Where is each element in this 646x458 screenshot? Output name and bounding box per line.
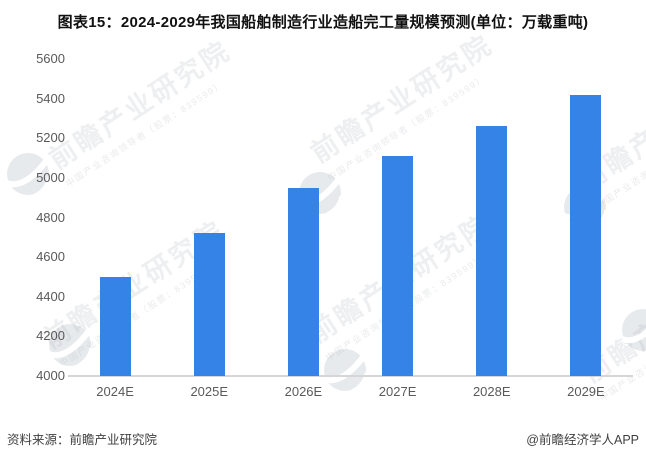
x-axis-tick-label: 2024E (96, 384, 134, 399)
y-axis-tick-label: 5600 (36, 51, 65, 66)
y-axis-tick-label: 4000 (36, 368, 65, 383)
bar-2027E (382, 156, 414, 376)
y-axis-tick-label: 4800 (36, 209, 65, 225)
y-axis-tick-label: 4600 (36, 249, 65, 265)
chart-title: 图表15：2024-2029年我国船舶制造行业造船完工量规模预测(单位：万载重吨… (57, 14, 589, 31)
y-axis-tick-label: 4400 (36, 288, 65, 304)
bar-2026E (287, 187, 319, 376)
x-axis-tick-label: 2027E (378, 384, 417, 399)
x-axis-tick-label: 2025E (190, 384, 229, 399)
x-axis-tick-label: 2026E (284, 384, 323, 399)
y-axis-tick-label: 4200 (36, 328, 65, 344)
y-axis-tick-label: 5200 (36, 130, 65, 146)
bar-2024E (99, 276, 131, 376)
bar-2028E (476, 126, 508, 376)
x-axis-line (68, 375, 633, 377)
x-axis-tick-label: 2028E (472, 384, 511, 399)
x-axis-tick-label: 2029E (567, 384, 605, 399)
y-axis-tick-label: 5400 (36, 90, 65, 106)
bar-2029E (570, 94, 602, 376)
source-note: 资料来源：前瞻产业研究院 (7, 433, 158, 447)
bar-2025E (193, 233, 225, 376)
app-credit: @前瞻经济学人APP (526, 433, 639, 447)
y-axis-tick-label: 5000 (36, 169, 65, 185)
